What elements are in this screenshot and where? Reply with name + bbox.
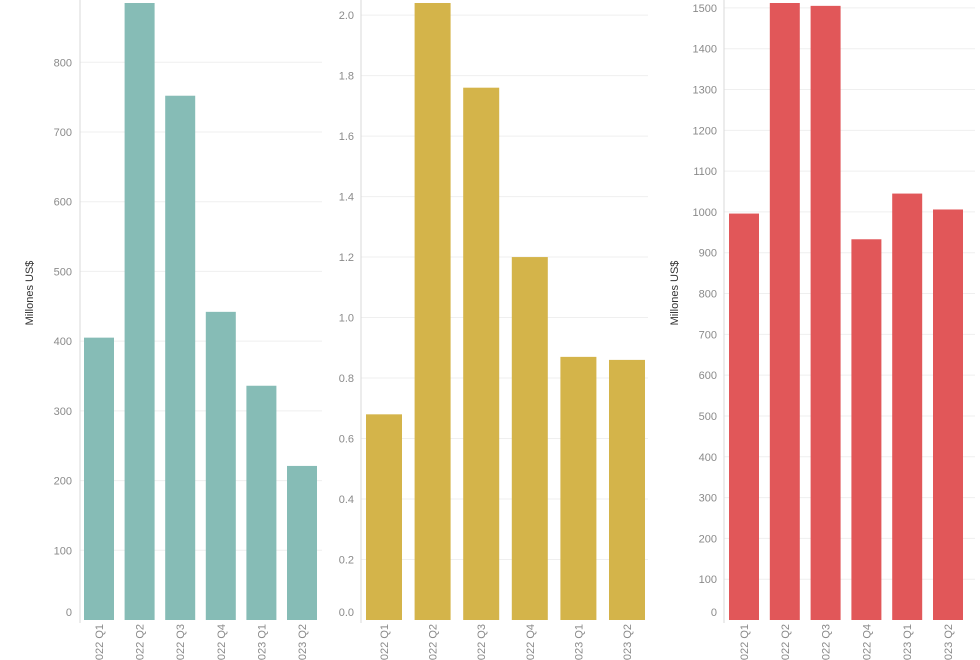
y-tick-label: 1500 <box>693 3 717 15</box>
y-tick-label: 1.2 <box>339 252 354 264</box>
y-tick-label: 900 <box>699 248 717 260</box>
y-tick-label: 800 <box>54 57 72 69</box>
chart-panel-2: 0.0 0.2 0.4 0.6 0.8 1.0 1.2 1.4 1.6 1.8 2.0 2022 Q1… <box>339 0 648 660</box>
y-tick-label: 1300 <box>693 85 717 97</box>
bar <box>84 337 114 620</box>
x-tick-label: 2022 Q1 <box>379 624 391 660</box>
bar <box>463 87 500 620</box>
y-tick-label: 700 <box>54 127 72 139</box>
bar <box>366 414 402 620</box>
y-tick-label: 0.0 <box>339 607 354 619</box>
x-tick-label: 2022 Q4 <box>525 624 537 660</box>
bar <box>124 3 155 620</box>
y-tick-label: 400 <box>54 336 72 348</box>
y-tick-label: 0 <box>711 607 717 619</box>
bar <box>165 95 196 620</box>
x-tick-label: 2022 Q3 <box>821 624 833 660</box>
y-tick-label: 1400 <box>693 44 717 56</box>
y-tick-label: 100 <box>54 545 72 557</box>
x-tick-label: 2023 Q1 <box>256 624 268 660</box>
y-tick-label: 700 <box>699 329 717 341</box>
bar <box>414 3 451 620</box>
x-tick-label: 2023 Q1 <box>902 624 914 660</box>
bar <box>769 3 800 620</box>
x-tick-label: 2022 Q2 <box>780 624 792 660</box>
bar <box>729 213 759 621</box>
bar <box>246 385 277 620</box>
x-tick-label: 2022 Q4 <box>216 624 228 660</box>
x-tick-label: 2022 Q3 <box>175 624 187 660</box>
y-tick-label: 0.2 <box>339 555 354 567</box>
y-tick-label: 600 <box>699 370 717 382</box>
y-tick-label: 2.0 <box>339 10 354 22</box>
bar <box>205 311 236 620</box>
y-tick-label: 200 <box>54 476 72 488</box>
x-tick-label: 2022 Q2 <box>428 624 440 660</box>
y-tick-label: 0.8 <box>339 373 354 385</box>
y-tick-label: 500 <box>54 266 72 278</box>
y-tick-label: 400 <box>699 452 717 464</box>
y-tick-label: 600 <box>54 197 72 209</box>
y-axis-title: Millones US$ <box>669 261 681 326</box>
y-tick-label: 1.4 <box>339 192 354 204</box>
y-tick-label: 300 <box>54 406 72 418</box>
y-tick-label: 0 <box>66 607 72 619</box>
x-tick-label: 2022 Q2 <box>135 624 147 660</box>
y-tick-label: 1.6 <box>339 131 354 143</box>
x-tick-label: 2023 Q2 <box>622 624 634 660</box>
y-tick-label: 800 <box>699 289 717 301</box>
bar <box>933 209 963 621</box>
bar <box>511 257 548 620</box>
bar <box>560 356 597 620</box>
x-tick-label: 2022 Q3 <box>476 624 488 660</box>
bar <box>287 465 317 620</box>
x-tick-label: 2023 Q2 <box>943 624 955 660</box>
x-tick-label: 2023 Q2 <box>297 624 309 660</box>
bar <box>609 359 645 620</box>
y-tick-label: 0.4 <box>339 494 354 506</box>
y-tick-label: 1.8 <box>339 71 354 83</box>
y-tick-label: 1200 <box>693 125 717 137</box>
bar <box>810 5 841 620</box>
y-tick-label: 0.6 <box>339 434 354 446</box>
chart-panel-1: 0 100 200 300 400 500 600 700 800 2022 Q1 2022 Q2 2… <box>24 0 322 660</box>
y-tick-label: 100 <box>699 574 717 586</box>
x-tick-label: 2022 Q1 <box>739 624 751 660</box>
y-tick-label: 1.0 <box>339 313 354 325</box>
bar <box>851 239 882 620</box>
y-tick-label: 300 <box>699 493 717 505</box>
x-tick-label: 2022 Q1 <box>94 624 106 660</box>
x-tick-label: 2022 Q4 <box>861 624 873 660</box>
y-tick-label: 200 <box>699 533 717 545</box>
y-axis-title: Millones US$ <box>24 261 36 326</box>
y-tick-label: 500 <box>699 411 717 423</box>
y-tick-label: 1100 <box>693 166 717 178</box>
chart-panel-3: 0 100 200 300 400 500 600 700 800 900 1000 1100 1200… <box>669 0 975 660</box>
y-tick-label: 1000 <box>693 207 717 219</box>
x-tick-label: 2023 Q1 <box>573 624 585 660</box>
bar <box>892 193 923 620</box>
